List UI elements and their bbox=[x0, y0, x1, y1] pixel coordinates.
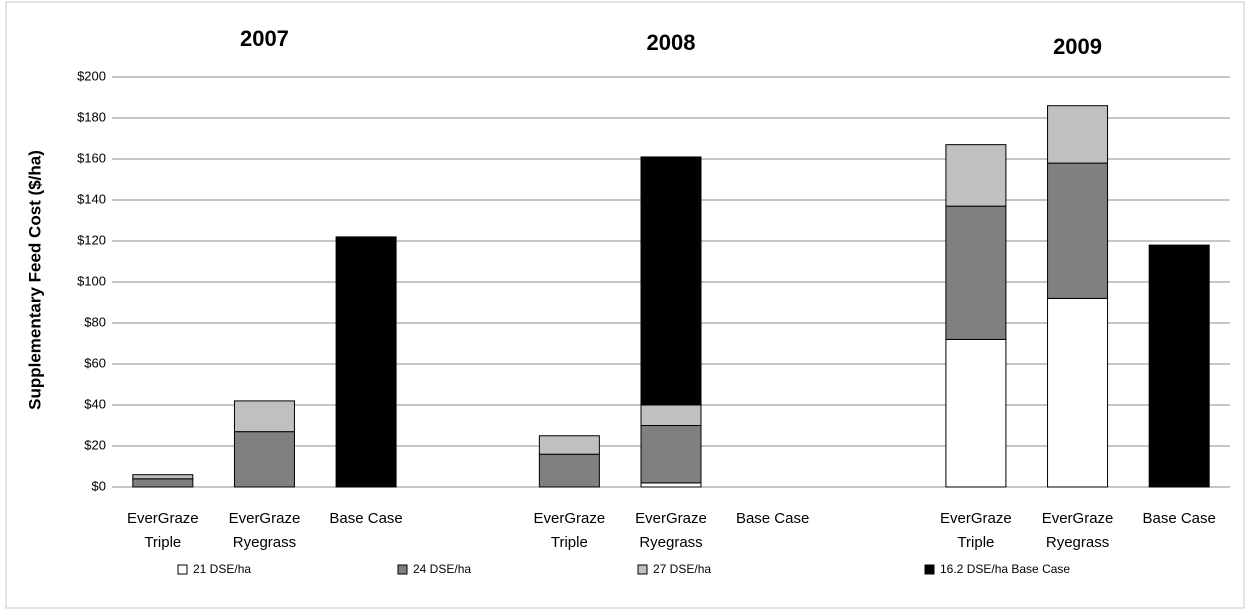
y-tick-label: $120 bbox=[77, 232, 106, 247]
legend-swatch bbox=[177, 564, 188, 575]
group-label: 2009 bbox=[1053, 34, 1102, 59]
bar-segment bbox=[640, 425, 702, 484]
x-tick-label: Ryegrass bbox=[1046, 534, 1109, 551]
chart-border bbox=[5, 1, 1245, 609]
x-tick-label: Triple bbox=[551, 534, 588, 551]
bar-segment bbox=[945, 338, 1007, 488]
y-tick-label: $80 bbox=[84, 314, 106, 329]
y-tick-label: $140 bbox=[77, 191, 106, 206]
y-tick-label: $20 bbox=[84, 437, 106, 452]
legend-swatch bbox=[637, 564, 648, 575]
bar-segment bbox=[233, 400, 295, 433]
y-tick-label: $40 bbox=[84, 396, 106, 411]
bar-segment bbox=[640, 404, 702, 426]
legend-label: 21 DSE/ha bbox=[193, 562, 251, 576]
bar-segment bbox=[335, 236, 397, 488]
y-tick-label: $0 bbox=[92, 478, 106, 493]
x-tick-label: Triple bbox=[957, 534, 994, 551]
group-label: 2007 bbox=[240, 26, 289, 51]
group-label: 2008 bbox=[647, 30, 696, 55]
x-tick-label: Ryegrass bbox=[233, 534, 296, 551]
legend-label: 16.2 DSE/ha Base Case bbox=[940, 562, 1070, 576]
bar-segment bbox=[945, 144, 1007, 207]
legend-swatch bbox=[924, 564, 935, 575]
bar-segment bbox=[640, 482, 702, 488]
x-tick-label: EverGraze bbox=[635, 510, 707, 527]
x-tick-label: EverGraze bbox=[229, 510, 301, 527]
x-tick-label: Base Case bbox=[1142, 510, 1215, 527]
x-tick-label: Base Case bbox=[736, 510, 809, 527]
x-tick-label: EverGraze bbox=[534, 510, 606, 527]
bar-segment bbox=[538, 435, 600, 455]
y-tick-label: $160 bbox=[77, 150, 106, 165]
x-tick-label: EverGraze bbox=[940, 510, 1012, 527]
y-tick-label: $200 bbox=[77, 68, 106, 83]
bar-segment bbox=[640, 156, 702, 406]
x-tick-label: EverGraze bbox=[127, 510, 199, 527]
bar-segment bbox=[233, 431, 295, 488]
y-tick-label: $60 bbox=[84, 355, 106, 370]
bar-segment bbox=[1047, 297, 1109, 488]
legend-label: 24 DSE/ha bbox=[413, 562, 471, 576]
bar-segment bbox=[1047, 162, 1109, 299]
bar-segment bbox=[538, 453, 600, 488]
y-axis-label: Supplementary Feed Cost ($/ha) bbox=[25, 150, 44, 410]
y-tick-label: $180 bbox=[77, 109, 106, 124]
bar-segment bbox=[1148, 244, 1210, 488]
bar-segment bbox=[1047, 105, 1109, 164]
bar-segment bbox=[132, 478, 194, 488]
x-tick-label: Base Case bbox=[329, 510, 402, 527]
x-tick-label: Ryegrass bbox=[639, 534, 702, 551]
legend-label: 27 DSE/ha bbox=[653, 562, 711, 576]
bar-segment bbox=[945, 205, 1007, 340]
legend-swatch bbox=[397, 564, 408, 575]
bar-segment bbox=[132, 474, 194, 480]
y-tick-label: $100 bbox=[77, 273, 106, 288]
x-tick-label: EverGraze bbox=[1042, 510, 1114, 527]
x-tick-label: Triple bbox=[144, 534, 181, 551]
